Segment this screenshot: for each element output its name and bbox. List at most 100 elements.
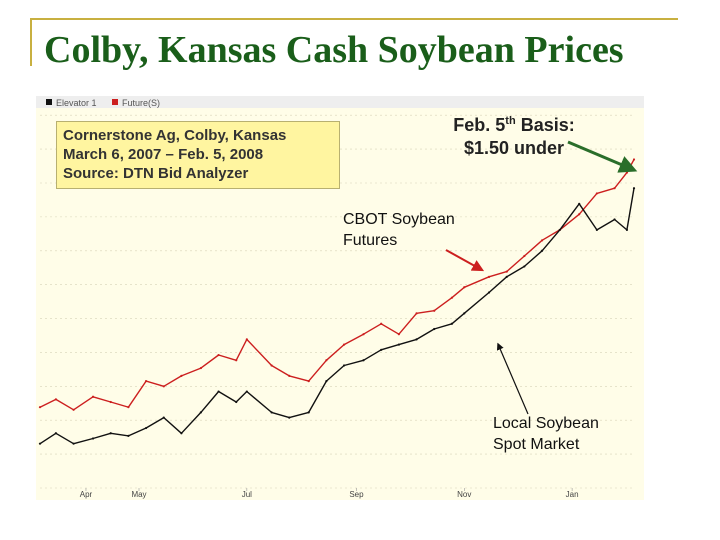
data-point	[180, 374, 183, 378]
data-point	[415, 338, 418, 341]
data-point	[325, 359, 328, 362]
data-point	[72, 408, 75, 411]
series-group	[38, 158, 636, 445]
data-point	[270, 411, 273, 414]
legend: Elevator 1 Future(S)	[36, 96, 644, 108]
basis-date: Feb. 5	[453, 115, 506, 135]
data-point	[463, 286, 466, 289]
data-point	[38, 406, 42, 409]
data-point	[487, 291, 491, 294]
data-point	[450, 296, 454, 299]
data-point	[144, 426, 148, 430]
data-point	[505, 275, 508, 278]
info-line-location: Cornerstone Ag, Colby, Kansas	[63, 127, 287, 144]
data-point	[362, 333, 365, 336]
data-point	[433, 309, 436, 312]
local-annotation: Local Soybean Spot Market	[493, 413, 599, 455]
data-point	[217, 353, 220, 357]
data-point	[288, 416, 291, 419]
legend-bar	[36, 96, 644, 108]
basis-label: Basis:	[515, 115, 575, 135]
x-tick-label: Jan	[566, 490, 579, 499]
x-tick-label: Sep	[349, 490, 364, 499]
data-point	[578, 202, 581, 205]
data-point	[362, 359, 365, 362]
data-point	[632, 187, 636, 190]
data-point	[487, 275, 491, 278]
data-point	[245, 338, 248, 341]
data-point	[450, 322, 454, 325]
local-line-2: Spot Market	[493, 436, 580, 453]
slide-frame-left	[30, 18, 32, 66]
data-point	[91, 437, 95, 440]
data-point	[540, 239, 544, 242]
data-point	[307, 380, 310, 383]
slide-frame-top	[30, 18, 678, 20]
cbot-line-2: Futures	[343, 232, 398, 249]
data-point	[245, 390, 248, 393]
data-point	[632, 158, 636, 161]
data-point	[433, 327, 436, 331]
data-point	[613, 187, 616, 190]
data-point	[91, 395, 95, 398]
legend-entry: Elevator 1	[56, 98, 97, 108]
data-point	[199, 411, 202, 414]
x-tick-label: May	[131, 490, 146, 499]
data-point	[38, 442, 42, 445]
local-line-1: Local Soybean	[493, 415, 599, 432]
data-point	[625, 171, 629, 174]
data-point	[415, 312, 418, 315]
data-point	[199, 366, 202, 370]
legend-entry: Future(S)	[122, 98, 160, 108]
data-point	[109, 432, 112, 435]
data-point	[162, 385, 165, 388]
data-point	[162, 416, 165, 419]
data-point	[342, 343, 346, 346]
basis-date-suffix: th	[505, 115, 516, 127]
x-tick-label: Nov	[457, 490, 471, 499]
data-point	[558, 228, 561, 232]
cbot-annotation: CBOT Soybean Futures	[343, 209, 455, 251]
data-point	[127, 406, 130, 409]
data-point	[144, 380, 148, 383]
legend-swatch	[112, 99, 118, 105]
data-point	[625, 228, 629, 232]
data-point	[288, 374, 291, 378]
data-point	[523, 254, 526, 258]
info-line-dates: March 6, 2007 – Feb. 5, 2008	[63, 146, 264, 163]
data-point	[397, 343, 400, 346]
data-point	[235, 400, 238, 404]
slide-title: Colby, Kansas Cash Soybean Prices	[44, 29, 624, 71]
data-point	[613, 218, 616, 221]
data-point	[463, 312, 466, 315]
data-point	[595, 228, 598, 232]
data-point	[397, 333, 400, 336]
data-point	[270, 364, 273, 367]
data-point	[342, 364, 346, 367]
data-point	[380, 348, 383, 351]
data-point	[307, 411, 310, 414]
cbot-line-1: CBOT Soybean	[343, 211, 455, 228]
data-point	[540, 249, 544, 252]
x-tick-label: Jul	[242, 490, 252, 499]
legend-swatch	[46, 99, 52, 105]
data-point	[54, 398, 58, 401]
data-point	[217, 390, 220, 393]
basis-arrow	[567, 140, 638, 173]
data-point	[72, 442, 75, 445]
x-tick-label: Apr	[80, 490, 93, 499]
basis-value: $1.50 under	[463, 138, 565, 158]
data-point	[235, 359, 238, 362]
source-info-box: Cornerstone Ag, Colby, Kansas March 6, 2…	[56, 121, 340, 189]
cbot-arrow	[445, 249, 485, 272]
annotation-arrows	[445, 140, 638, 415]
data-point	[180, 432, 183, 435]
data-point	[523, 265, 526, 268]
data-point	[109, 400, 112, 404]
basis-annotation: Feb. 5th Basis: $1.50 under	[430, 110, 598, 160]
data-point	[578, 213, 581, 216]
data-point	[127, 434, 130, 437]
info-line-source: Source: DTN Bid Analyzer	[63, 165, 249, 182]
data-point	[325, 380, 328, 383]
